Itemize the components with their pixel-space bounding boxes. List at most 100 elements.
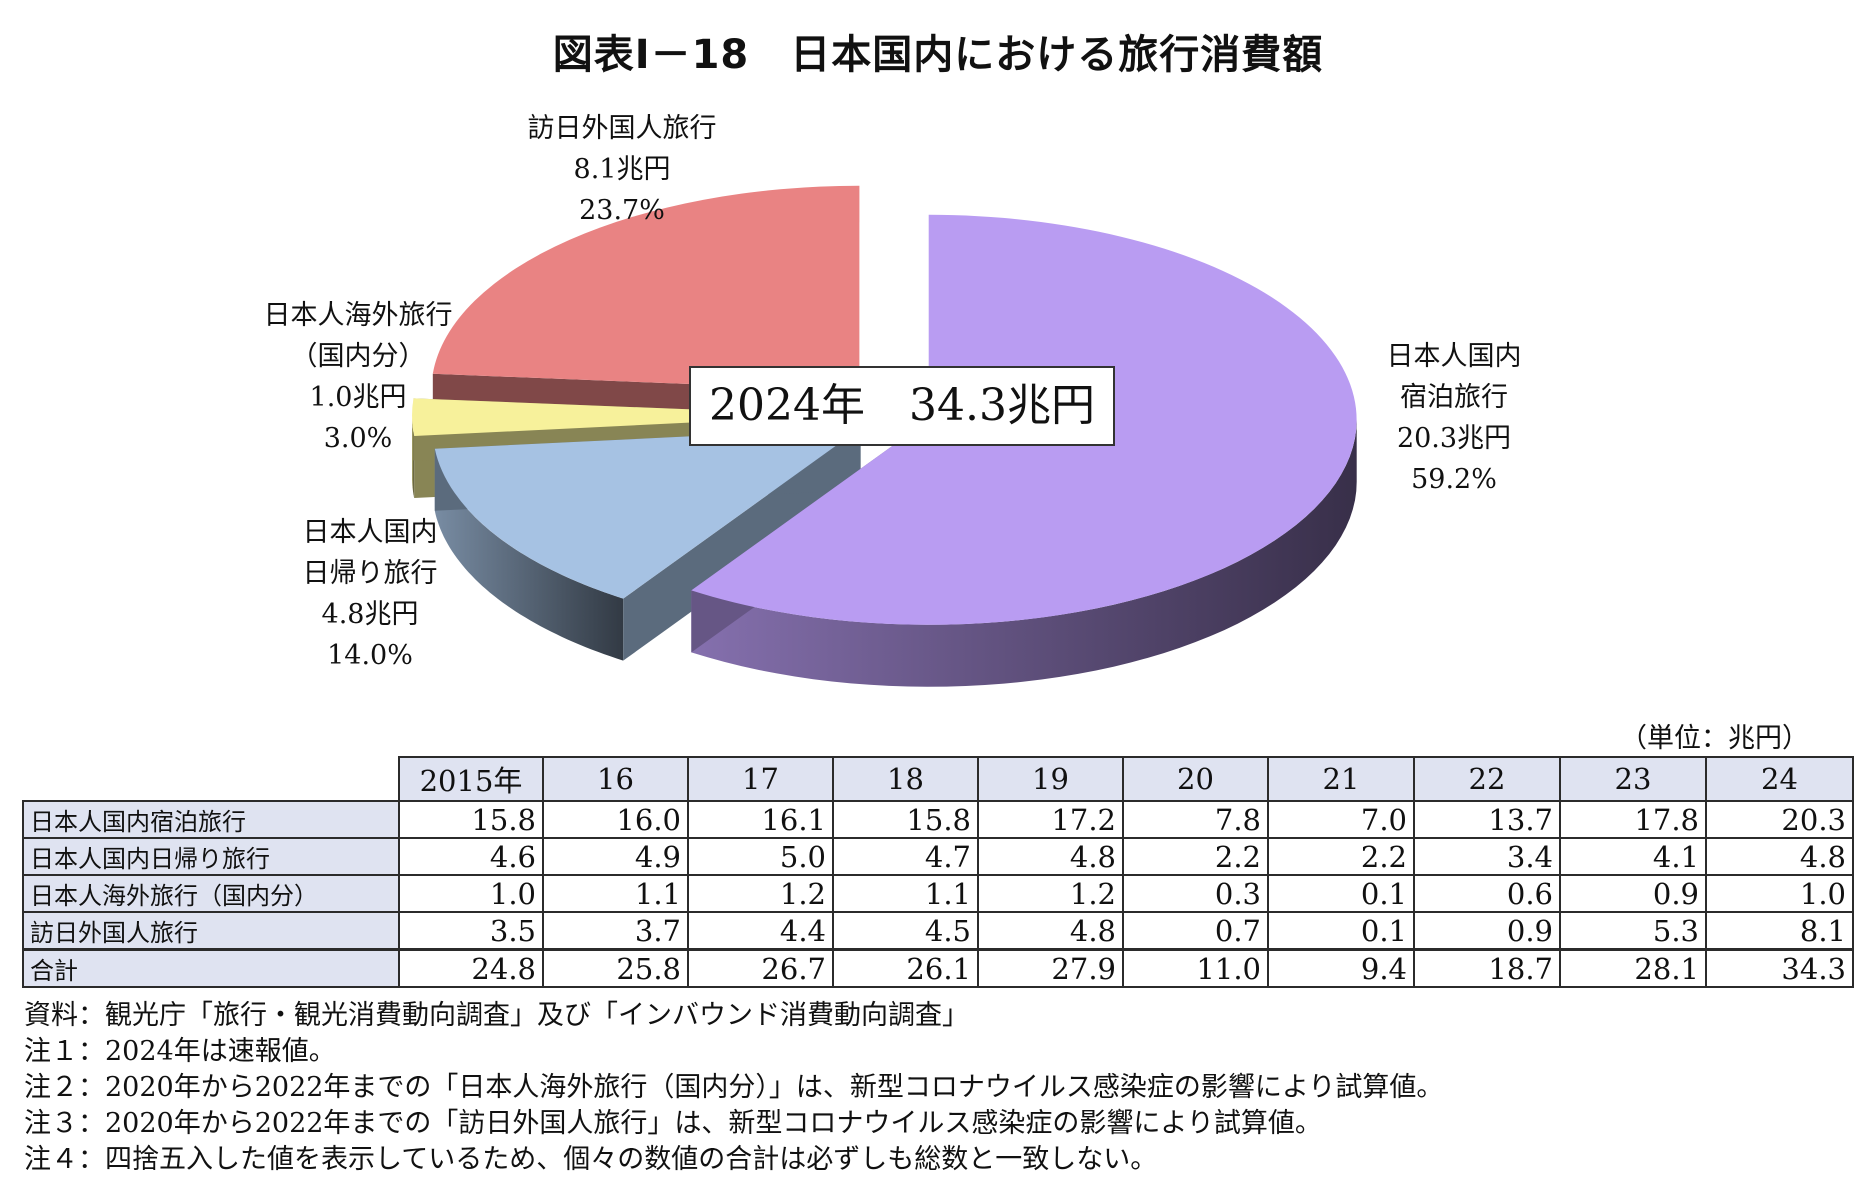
table-header-row: 2015年 16 17 18 19 20 21 22 23 24 [23, 756, 1854, 802]
table-row-label: 日本人国内宿泊旅行 [22, 800, 400, 839]
slice-label-value: 1.0兆円 [309, 382, 407, 413]
table-cell: 16.0 [542, 800, 689, 839]
table-header-cell: 20 [1122, 756, 1269, 802]
note-4: 注４：四捨五入した値を表示しているため、個々の数値の合計は必ずしも総数と一致しな… [24, 1144, 1158, 1175]
table-cell: 26.7 [687, 948, 834, 988]
table-cell: 5.3 [1559, 911, 1707, 951]
table-header-cell: 18 [832, 756, 979, 802]
table-row: 日本人海外旅行（国内分） 1.0 1.1 1.2 1.1 1.2 0.3 0.1 0.6 0.9 1… [22, 874, 1854, 913]
table-cell: 1.0 [398, 874, 544, 913]
pie-slice [434, 428, 861, 661]
slice-label-line: 日帰り旅行 [302, 558, 438, 589]
slice-label-percent: 23.7% [579, 195, 665, 226]
pie-slice-top [412, 398, 841, 436]
table-cell: 1.1 [542, 874, 689, 913]
chart-title: 図表Ⅰ－18 日本国内における旅行消費額 [552, 32, 1324, 78]
table-cell: 28.1 [1559, 948, 1707, 988]
slice-label-value: 20.3兆円 [1396, 423, 1512, 454]
table-cell: 24.8 [398, 948, 544, 988]
note-3: 注３：2020年から2022年までの「訪日外国人旅行」は、新型コロナウイルス感染… [24, 1108, 1322, 1139]
slice-label-inbound: 訪日外国人旅行 8.1兆円 23.7% [512, 108, 732, 231]
slice-label-line: 宿泊旅行 [1400, 382, 1508, 413]
pie-slice-side [434, 448, 624, 661]
table-header-cell: 2015年 [398, 756, 544, 802]
table-cell: 27.9 [977, 948, 1124, 988]
pie-slice-top [434, 428, 861, 599]
slice-label-value: 4.8兆円 [321, 599, 419, 630]
table-cell: 18.7 [1413, 948, 1561, 988]
table-cell: 3.7 [542, 911, 689, 951]
table-cell: 17.2 [977, 800, 1124, 839]
table-cell: 4.9 [542, 837, 689, 876]
table-cell: 20.3 [1705, 800, 1854, 839]
pie-slice-side [691, 419, 1357, 687]
note-1: 注１：2024年は速報値。 [24, 1036, 336, 1067]
table-cell: 0.6 [1413, 874, 1561, 913]
total-box: 2024年 34.3兆円 [689, 366, 1115, 446]
table-cell: 25.8 [542, 948, 689, 988]
table-cell: 5.0 [687, 837, 834, 876]
table-cell: 34.3 [1705, 948, 1854, 988]
table-cell: 1.1 [832, 874, 979, 913]
table-cell: 0.1 [1267, 874, 1415, 913]
table-cell: 4.5 [832, 911, 979, 951]
slice-label-line: （国内分） [290, 341, 426, 372]
pie-slice-top [432, 185, 860, 391]
table-row: 訪日外国人旅行 3.5 3.7 4.4 4.5 4.8 0.7 0.1 0.9 5.3 8.1 [22, 911, 1854, 951]
table-header-cell: 17 [687, 756, 834, 802]
table-cell: 2.2 [1122, 837, 1269, 876]
table-cell: 4.7 [832, 837, 979, 876]
slice-label-line: 訪日外国人旅行 [527, 113, 717, 144]
table-cell: 0.9 [1559, 874, 1707, 913]
table-cell: 26.1 [832, 948, 979, 988]
table-header-cell: 19 [977, 756, 1124, 802]
note-source: 資料：観光庁「旅行・観光消費動向調査」及び「インバウンド消費動向調査」 [24, 1000, 969, 1031]
slice-label-value: 8.1兆円 [573, 154, 671, 185]
table-row-label: 日本人海外旅行（国内分） [22, 874, 400, 913]
table-row-label: 合計 [22, 948, 400, 988]
table-cell: 8.1 [1705, 911, 1854, 951]
slice-label-domestic-daytrip: 日本人国内 日帰り旅行 4.8兆円 14.0% [280, 512, 460, 676]
slice-label-line: 日本人海外旅行 [263, 300, 453, 331]
table-cell: 4.1 [1559, 837, 1707, 876]
table-header-cell: 24 [1705, 756, 1854, 802]
table-cell: 4.8 [977, 837, 1124, 876]
table-cell: 15.8 [398, 800, 544, 839]
table-cell: 11.0 [1122, 948, 1269, 988]
table-row: 日本人国内日帰り旅行 4.6 4.9 5.0 4.7 4.8 2.2 2.2 3.4 4.1 4.8 [22, 837, 1854, 876]
table-header-cell: 23 [1559, 756, 1707, 802]
table-cell: 4.6 [398, 837, 544, 876]
table-cell: 13.7 [1413, 800, 1561, 839]
unit-label: （単位：兆円） [1620, 723, 1809, 754]
table-cell: 0.7 [1122, 911, 1269, 951]
pie-chart [412, 185, 1357, 687]
slice-label-percent: 59.2% [1411, 464, 1497, 495]
table-row-label: 日本人国内日帰り旅行 [22, 837, 400, 876]
table-cell: 1.2 [977, 874, 1124, 913]
slice-label-line: 日本人国内 [302, 517, 438, 548]
table-cell: 4.4 [687, 911, 834, 951]
notes: 資料：観光庁「旅行・観光消費動向調査」及び「インバウンド消費動向調査」 注１：2… [24, 998, 1443, 1178]
slice-label-domestic-overnight: 日本人国内 宿泊旅行 20.3兆円 59.2% [1374, 336, 1534, 500]
table-cell: 0.1 [1267, 911, 1415, 951]
table-row: 日本人国内宿泊旅行 15.8 16.0 16.1 15.8 17.2 7.8 7.0 13.7 1… [22, 800, 1854, 839]
table-header-cell: 16 [542, 756, 689, 802]
table-row: 合計 24.8 25.8 26.7 26.1 27.9 11.0 9.4 18.7 28.1 34.… [22, 948, 1854, 988]
table-header-cell: 22 [1413, 756, 1561, 802]
table-cell: 17.8 [1559, 800, 1707, 839]
slice-label-line: 日本人国内 [1386, 341, 1522, 372]
table-cell: 16.1 [687, 800, 834, 839]
table-cell: 4.8 [1705, 837, 1854, 876]
table-cell: 3.5 [398, 911, 544, 951]
table-cell: 7.8 [1122, 800, 1269, 839]
slice-label-percent: 14.0% [327, 640, 413, 671]
table-cell: 3.4 [1413, 837, 1561, 876]
table-header-blank [23, 757, 400, 802]
table-cell: 1.0 [1705, 874, 1854, 913]
table-cell: 0.9 [1413, 911, 1561, 951]
table-cell: 4.8 [977, 911, 1124, 951]
table-cell: 7.0 [1267, 800, 1415, 839]
slice-label-outbound-domestic: 日本人海外旅行 （国内分） 1.0兆円 3.0% [248, 295, 468, 459]
table-row-label: 訪日外国人旅行 [22, 911, 400, 951]
table-cell: 0.3 [1122, 874, 1269, 913]
